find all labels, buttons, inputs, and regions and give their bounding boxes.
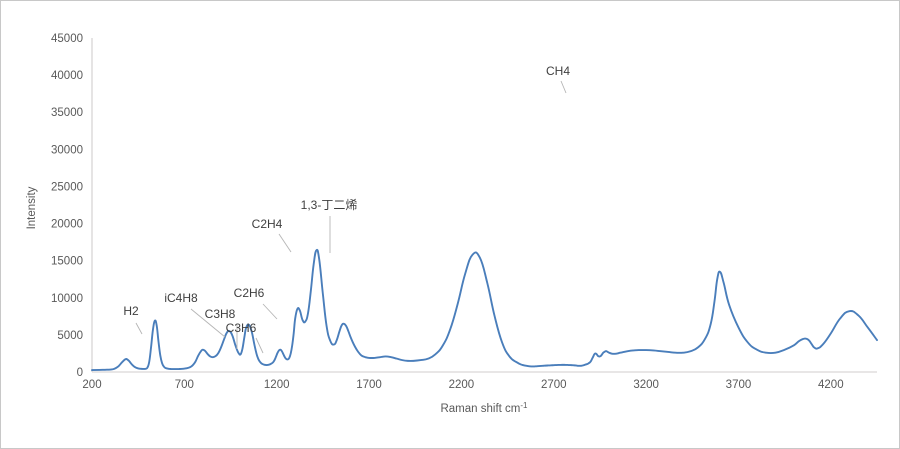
y-tick-label-40000: 40000 xyxy=(51,70,83,82)
leader-line-H2 xyxy=(135,322,143,335)
x-axis-tick-labels: 200 700 1200 1700 2200 2700 3200 3700 4200 xyxy=(82,379,843,391)
y-axis-tick-labels: 0 5000 10000 15000 20000 25000 30000 35000 40000… xyxy=(51,33,83,379)
peak-label-CH4: CH4 xyxy=(546,64,570,78)
y-tick-label-15000: 15000 xyxy=(51,256,83,268)
x-axis-title: Raman shift cm-1 xyxy=(440,401,528,415)
peak-label-C2H4: C2H4 xyxy=(252,217,283,231)
leader-line-C3H6 xyxy=(255,337,264,354)
y-tick-label-30000: 30000 xyxy=(51,144,83,156)
x-tick-label-1700: 1700 xyxy=(356,379,382,391)
peak-leader-lines xyxy=(135,80,567,354)
leader-line-CH4 xyxy=(560,80,567,94)
x-tick-label-3200: 3200 xyxy=(633,379,659,391)
y-tick-label-5000: 5000 xyxy=(57,330,83,342)
x-tick-label-2200: 2200 xyxy=(449,379,475,391)
x-tick-label-2700: 2700 xyxy=(541,379,567,391)
y-tick-label-20000: 20000 xyxy=(51,219,83,231)
x-tick-label-3700: 3700 xyxy=(726,379,752,391)
x-tick-label-700: 700 xyxy=(175,379,194,391)
x-tick-label-200: 200 xyxy=(82,379,101,391)
x-tick-label-4200: 4200 xyxy=(818,379,844,391)
x-tick-label-1200: 1200 xyxy=(264,379,290,391)
leader-line-C2H6 xyxy=(262,303,278,320)
peak-label-iC4H8: iC4H8 xyxy=(164,291,198,305)
y-tick-label-35000: 35000 xyxy=(51,107,83,119)
y-tick-label-10000: 10000 xyxy=(51,293,83,305)
y-tick-label-0: 0 xyxy=(77,367,83,379)
y-tick-label-25000: 25000 xyxy=(51,181,83,193)
peak-label-C3H8: C3H8 xyxy=(205,307,236,321)
peak-label-H2: H2 xyxy=(123,304,139,318)
peak-label-1,3-butadiene: 1,3-丁二烯 xyxy=(301,198,358,212)
x-axis-title-base: Raman shift cm xyxy=(440,403,520,415)
spectrum-series-line xyxy=(91,248,878,372)
peak-label-C3H6: C3H6 xyxy=(226,321,257,335)
peak-label-C2H6: C2H6 xyxy=(234,286,265,300)
leader-line-C2H4 xyxy=(278,233,292,253)
y-tick-label-45000: 45000 xyxy=(51,33,83,45)
y-axis-title: Intensity xyxy=(26,186,38,229)
x-axis-title-superscript: -1 xyxy=(520,401,528,410)
leader-line-iC4H8 xyxy=(190,308,226,338)
